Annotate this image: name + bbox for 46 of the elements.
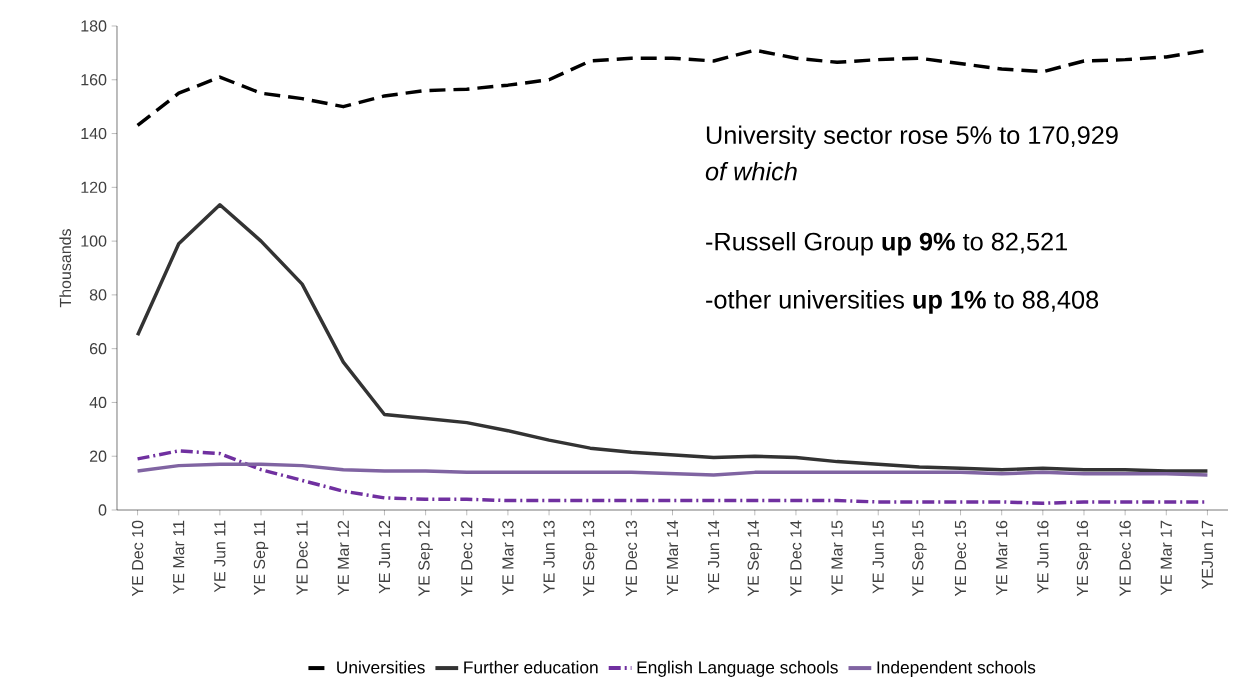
y-axis-title: Thousands bbox=[59, 229, 72, 308]
x-tick-label: YE Dec 13 bbox=[625, 520, 638, 597]
x-tick-label: YE Mar 13 bbox=[502, 520, 514, 596]
x-tick-label: YE Sep 12 bbox=[418, 520, 433, 597]
x-tick-label: YE Jun 11 bbox=[214, 520, 226, 593]
y-tick-label: 160 bbox=[81, 74, 107, 86]
x-tick-label: YE Jun 13 bbox=[543, 520, 555, 594]
x-tick-label: YE Jun 12 bbox=[378, 520, 391, 594]
legend-label: English Language schools bbox=[637, 660, 838, 677]
x-tick-label: YE Mar 11 bbox=[173, 520, 185, 595]
x-tick-label: YEJun 17 bbox=[1201, 520, 1213, 590]
annotation: -Russell Group up 9% to 82,521 bbox=[706, 231, 1067, 256]
y-tick-label: 100 bbox=[81, 235, 107, 247]
x-tick-label: YE Jun 16 bbox=[1037, 520, 1049, 594]
legend-label: Further education bbox=[464, 660, 598, 674]
x-tick-label: YE Jun 14 bbox=[708, 520, 720, 594]
annotation: -other universities up 1% to 88,408 bbox=[706, 290, 1099, 314]
annotation: of which bbox=[705, 161, 797, 181]
y-tick-label: 120 bbox=[81, 181, 107, 193]
y-tick-label: 20 bbox=[89, 450, 107, 462]
y-tick-label: 140 bbox=[81, 127, 107, 140]
annotation: University sector rose 5% to 170,929 bbox=[706, 125, 1118, 150]
x-tick-label: YE Dec 15 bbox=[954, 520, 967, 597]
x-tick-label: YE Sep 14 bbox=[747, 520, 763, 597]
x-tick-label: YE Dec 12 bbox=[461, 520, 473, 597]
x-tick-label: YE Sep 16 bbox=[1076, 520, 1092, 597]
x-tick-label: YE Mar 15 bbox=[831, 520, 843, 596]
x-tick-label: YE Sep 15 bbox=[912, 520, 927, 597]
y-tick-label: 180 bbox=[81, 20, 107, 32]
y-tick-label: 80 bbox=[89, 289, 107, 301]
x-tick-label: YE Mar 12 bbox=[337, 520, 349, 596]
x-tick-label: YE Mar 16 bbox=[996, 520, 1008, 596]
legend-label: Universities bbox=[337, 660, 425, 674]
x-tick-label: YE Dec 14 bbox=[790, 520, 802, 597]
x-tick-label: YE Dec 11 bbox=[296, 520, 308, 595]
y-tick-label: 60 bbox=[89, 343, 107, 355]
legend-label: Independent schools bbox=[877, 660, 1036, 677]
x-tick-label: YE Mar 14 bbox=[666, 520, 679, 596]
x-tick-label: YE Sep 11 bbox=[253, 520, 269, 595]
x-tick-label: YE Mar 17 bbox=[1160, 520, 1172, 596]
x-tick-label: YE Jun 15 bbox=[872, 520, 884, 594]
y-tick-label: 0 bbox=[98, 504, 107, 516]
x-tick-label: YE Dec 16 bbox=[1119, 520, 1131, 597]
x-tick-label: YE Dec 10 bbox=[131, 520, 144, 597]
x-tick-label: YE Sep 13 bbox=[582, 520, 598, 597]
y-tick-label: 40 bbox=[89, 396, 107, 409]
